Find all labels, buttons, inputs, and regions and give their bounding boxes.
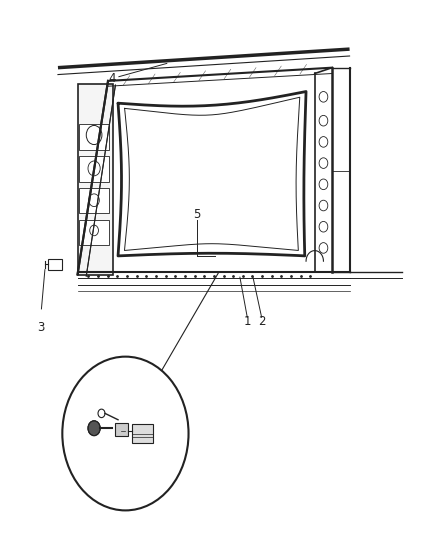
Bar [48, 259, 62, 270]
Bar [132, 424, 153, 443]
Circle shape [88, 421, 100, 435]
Text: 3: 3 [37, 321, 44, 334]
Text: 2: 2 [258, 315, 265, 328]
Text: 4: 4 [109, 72, 116, 85]
Text: 5: 5 [194, 208, 201, 221]
Text: 9: 9 [105, 401, 111, 411]
Circle shape [62, 357, 188, 511]
Text: 8: 8 [95, 445, 102, 455]
Bar [79, 124, 110, 150]
Text: 7: 7 [119, 407, 125, 417]
FancyBboxPatch shape [78, 84, 113, 275]
Text: 1: 1 [244, 315, 251, 328]
Bar [79, 220, 110, 245]
Bar [79, 156, 110, 182]
Text: 6: 6 [147, 447, 154, 457]
Bar [115, 423, 127, 436]
Bar [79, 188, 110, 214]
